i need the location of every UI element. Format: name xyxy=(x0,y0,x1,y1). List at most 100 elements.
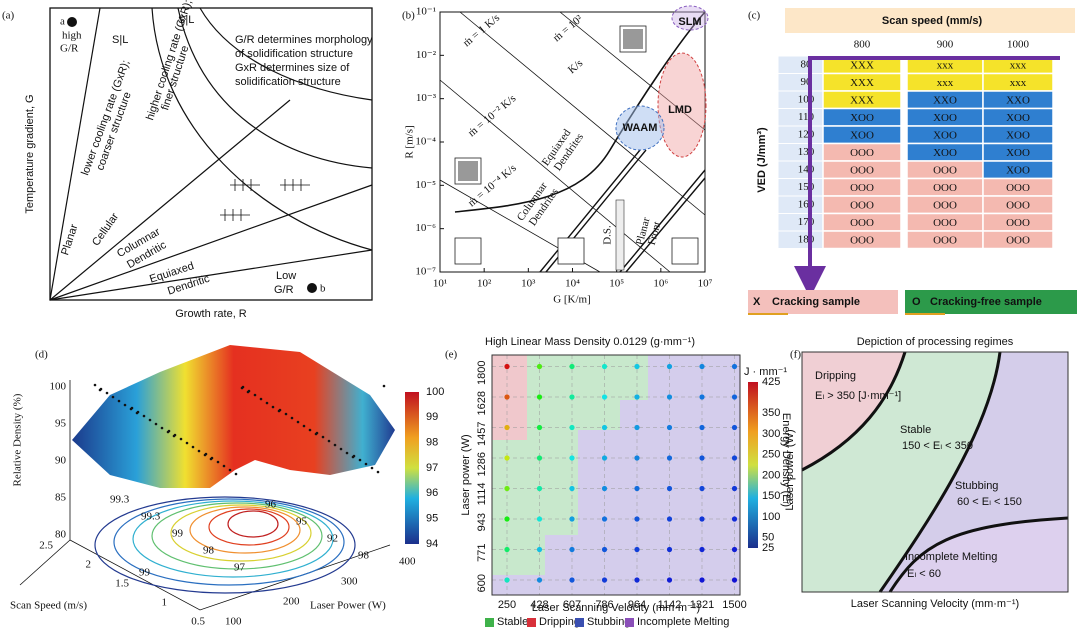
z-tick-label: 95 xyxy=(55,418,67,430)
axis-title: Growth rate, R xyxy=(175,308,247,320)
label: Cellular xyxy=(90,211,121,249)
sample-dot xyxy=(666,485,673,492)
sample-dot xyxy=(666,363,673,370)
label: b xyxy=(320,283,326,295)
cell-text: XOO xyxy=(1006,147,1030,159)
cell-text: XOO xyxy=(933,147,957,159)
label: D.S. xyxy=(602,225,614,245)
x-tick-label: 10¹ xyxy=(433,278,447,290)
x-tick-label: 250 xyxy=(498,599,516,611)
sample-dot xyxy=(699,516,705,522)
frame xyxy=(49,7,373,301)
y-tick-label: 10⁻¹ xyxy=(416,6,436,18)
sample-dot xyxy=(536,485,543,492)
sample-dot xyxy=(351,455,355,459)
regime-range: Eₗ > 350 [J·mm⁻¹] xyxy=(815,390,901,402)
panel-label: (d) xyxy=(35,349,48,361)
sample-dot xyxy=(601,577,608,583)
sample-dot xyxy=(601,394,608,400)
label: SLM xyxy=(678,16,701,28)
region-stubbing xyxy=(492,355,740,595)
x-tick-label: 1500 xyxy=(722,599,746,611)
sample-dot xyxy=(536,516,543,522)
row-header: 140 xyxy=(798,163,815,175)
sample-dot xyxy=(731,455,738,461)
sample-dot xyxy=(203,453,207,457)
sample-dot xyxy=(569,577,575,583)
x-tick-label: 607 xyxy=(563,599,581,611)
point xyxy=(307,283,317,293)
colorbar-label: 97 xyxy=(426,462,438,474)
x-tick-label: 10⁵ xyxy=(609,278,624,290)
sample-dot xyxy=(699,363,705,370)
contour-label: 98 xyxy=(203,545,215,557)
micro-texture xyxy=(623,29,643,49)
axis-title: Temperature gradient, G xyxy=(24,94,36,213)
contour-label: 97 xyxy=(234,562,246,574)
contour xyxy=(227,510,279,538)
colorbar-label: 350 xyxy=(762,407,780,419)
label: solidification structure xyxy=(235,76,341,88)
colorbar xyxy=(748,382,758,548)
cet-curve xyxy=(454,11,706,213)
sample-dot xyxy=(129,407,133,411)
axis-title: R [m/s] xyxy=(404,125,416,158)
sample-dot xyxy=(234,472,238,476)
regime-range: Eₗ < 60 xyxy=(907,568,941,580)
row-header: 110 xyxy=(798,111,815,123)
sample-dot xyxy=(569,394,575,400)
colorbar xyxy=(405,392,419,544)
colorbar-label: 250 xyxy=(762,449,780,461)
z-tick-label: 100 xyxy=(50,381,67,393)
contour-label: 92 xyxy=(327,533,338,545)
colorbar-label: 100 xyxy=(426,386,444,398)
boundary xyxy=(888,516,1069,593)
cell-text: XXX xyxy=(850,94,874,106)
process-zone xyxy=(671,5,709,31)
frame xyxy=(801,351,1069,593)
axis-title: Laser Scanning Velocity (mm·m⁻¹) xyxy=(851,598,1019,610)
label: Low xyxy=(276,270,296,282)
sample-dot xyxy=(666,546,673,553)
sample-dot xyxy=(142,414,146,418)
contour xyxy=(151,502,323,570)
colorbar-label: 25 xyxy=(762,542,774,554)
sample-dot xyxy=(197,449,201,453)
cell-text: xxx xyxy=(937,77,954,89)
cell-text: OOO xyxy=(933,182,957,194)
row-header: 130 xyxy=(798,146,815,158)
label: WAAM xyxy=(623,122,658,134)
legend-label: Dripping xyxy=(539,616,580,628)
sample-dot xyxy=(185,441,189,445)
z-tick-label: 85 xyxy=(55,492,67,504)
process-zone xyxy=(615,105,665,151)
sample-dot xyxy=(160,426,164,430)
label: high xyxy=(62,30,82,42)
sample-dot xyxy=(569,455,575,461)
contour-label: 98 xyxy=(358,550,370,562)
colorbar-label: 425 xyxy=(762,376,780,388)
sample-dot xyxy=(536,394,543,400)
cell-text: OOO xyxy=(933,217,957,229)
label: Cracking sample xyxy=(772,296,860,308)
contour-label: 96 xyxy=(265,499,277,511)
cell-text: XXX xyxy=(850,59,874,71)
column-title: Scan speed (mm/s) xyxy=(882,15,983,27)
x-tick-label: 200 xyxy=(283,596,300,608)
sample-dot xyxy=(253,393,257,397)
row-title: VED (J/mm³) xyxy=(756,127,768,193)
sample-dot xyxy=(284,412,288,416)
x-tick-label: 300 xyxy=(341,576,358,588)
cell-text: OOO xyxy=(933,164,957,176)
y-tick-label: 771 xyxy=(476,544,488,562)
contour-label: 99 xyxy=(139,567,151,579)
legend-label: Stable xyxy=(497,616,528,628)
cell-text: OOO xyxy=(850,164,874,176)
x-tick-label: 10⁷ xyxy=(698,278,713,290)
sample-dot xyxy=(731,546,738,553)
sample-dot xyxy=(382,384,386,388)
label: G/R determines morphology xyxy=(235,34,373,46)
sample-dot xyxy=(666,424,673,431)
sample-dot xyxy=(345,451,349,455)
